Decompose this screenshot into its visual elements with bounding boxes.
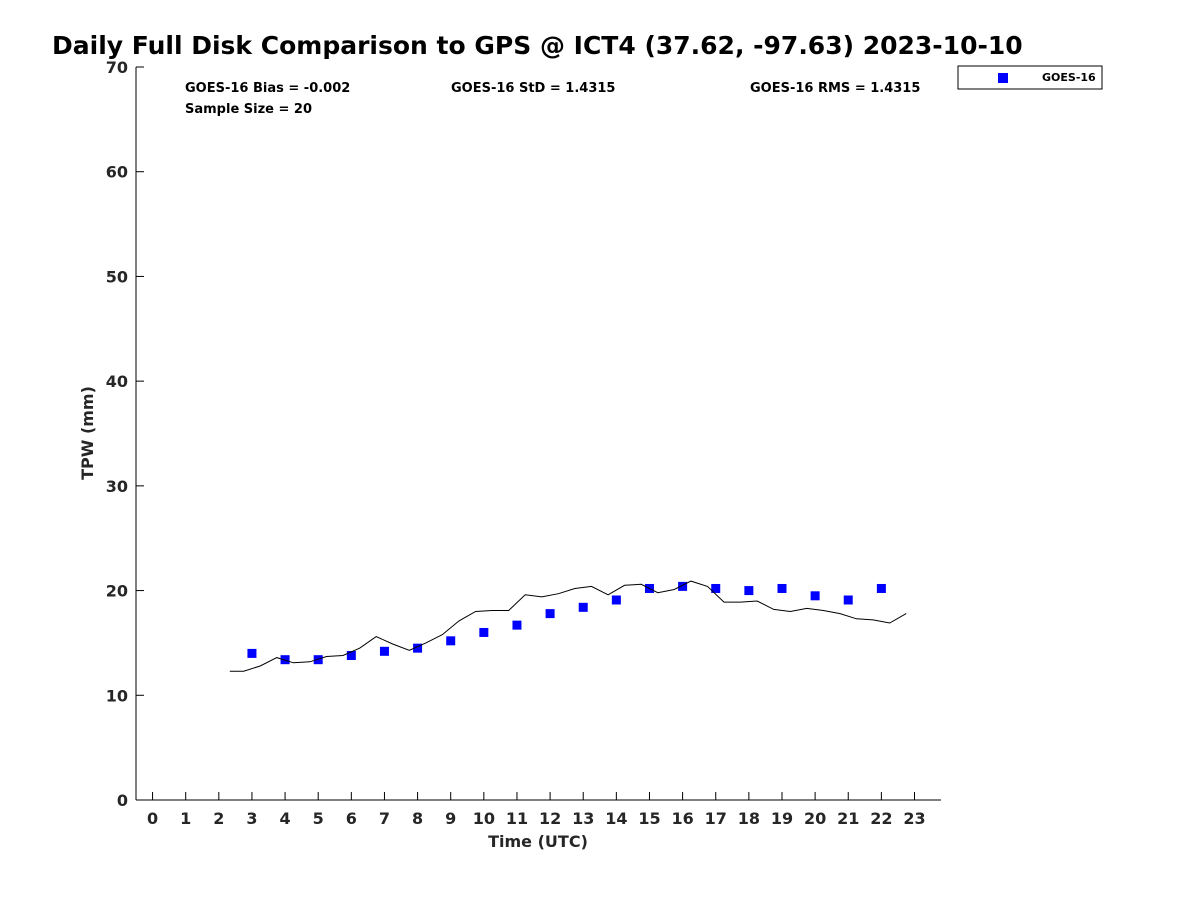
x-tick-label: 19	[771, 809, 793, 828]
goes16-point	[512, 620, 522, 630]
goes16-point	[578, 602, 588, 612]
goes16-point	[446, 636, 456, 646]
chart-title: Daily Full Disk Comparison to GPS @ ICT4…	[52, 31, 1023, 60]
x-tick-label: 3	[246, 809, 257, 828]
x-tick-label: 4	[280, 809, 291, 828]
x-tick-label: 10	[473, 809, 495, 828]
y-tick-label: 20	[106, 582, 128, 601]
y-axis-label: TPW (mm)	[78, 386, 97, 480]
x-tick-label: 17	[705, 809, 727, 828]
x-tick-label: 0	[147, 809, 158, 828]
std-stat: GOES-16 StD = 1.4315	[451, 81, 615, 96]
y-tick-label: 50	[106, 267, 128, 286]
x-ticks: 0 1 2 3 4 5 6 7 8 9 10 11 12 13 14 15 16 17 18 19 20 21 22 23	[147, 792, 926, 828]
goes16-point	[843, 595, 853, 605]
goes16-point	[545, 609, 555, 619]
x-tick-label: 9	[445, 809, 456, 828]
x-tick-label: 2	[213, 809, 224, 828]
legend-label-goes16: GOES-16	[1042, 71, 1096, 84]
y-tick-label: 60	[106, 163, 128, 182]
x-tick-label: 13	[572, 809, 594, 828]
goes16-point	[479, 627, 489, 637]
goes16-point	[247, 648, 257, 658]
legend-box	[957, 65, 1103, 90]
x-tick-label: 5	[313, 809, 324, 828]
gps-tpw-line	[229, 580, 907, 672]
x-tick-label: 12	[539, 809, 561, 828]
x-tick-label: 7	[379, 809, 390, 828]
y-tick-label: 70	[106, 58, 128, 77]
goes16-point	[413, 643, 423, 653]
goes16-point	[777, 583, 787, 593]
x-tick-label: 6	[346, 809, 357, 828]
goes16-point	[611, 595, 621, 605]
y-tick-label: 30	[106, 477, 128, 496]
x-tick-label: 14	[605, 809, 627, 828]
x-tick-label: 11	[506, 809, 528, 828]
goes16-point	[678, 581, 688, 591]
x-tick-label: 15	[638, 809, 660, 828]
x-tick-label: 21	[837, 809, 859, 828]
x-tick-label: 1	[180, 809, 191, 828]
y-tick-label: 40	[106, 372, 128, 391]
goes16-markers	[247, 581, 886, 665]
y-tick-label: 0	[117, 791, 128, 810]
goes16-point	[379, 646, 389, 656]
goes16-point	[711, 583, 721, 593]
goes16-point	[810, 591, 820, 601]
legend-marker-goes16	[998, 73, 1008, 83]
x-tick-label: 22	[870, 809, 892, 828]
goes16-point	[313, 655, 323, 665]
x-tick-label: 20	[804, 809, 826, 828]
x-tick-label: 18	[738, 809, 760, 828]
y-ticks: 0 10 20 30 40 50 60 70	[106, 58, 144, 810]
bias-stat: GOES-16 Bias = -0.002	[185, 81, 350, 96]
legend: GOES-16	[957, 65, 1103, 90]
goes16-point	[346, 650, 356, 660]
x-tick-label: 8	[412, 809, 423, 828]
x-axis-label: Time (UTC)	[488, 832, 588, 851]
rms-stat: GOES-16 RMS = 1.4315	[750, 81, 920, 96]
x-tick-label: 23	[903, 809, 925, 828]
sample-size-stat: Sample Size = 20	[185, 102, 312, 117]
x-tick-label: 16	[671, 809, 693, 828]
y-tick-label: 10	[106, 686, 128, 705]
series-layer	[229, 580, 907, 672]
goes16-point	[744, 586, 754, 596]
goes16-point	[876, 583, 886, 593]
plot-axes	[135, 67, 941, 801]
